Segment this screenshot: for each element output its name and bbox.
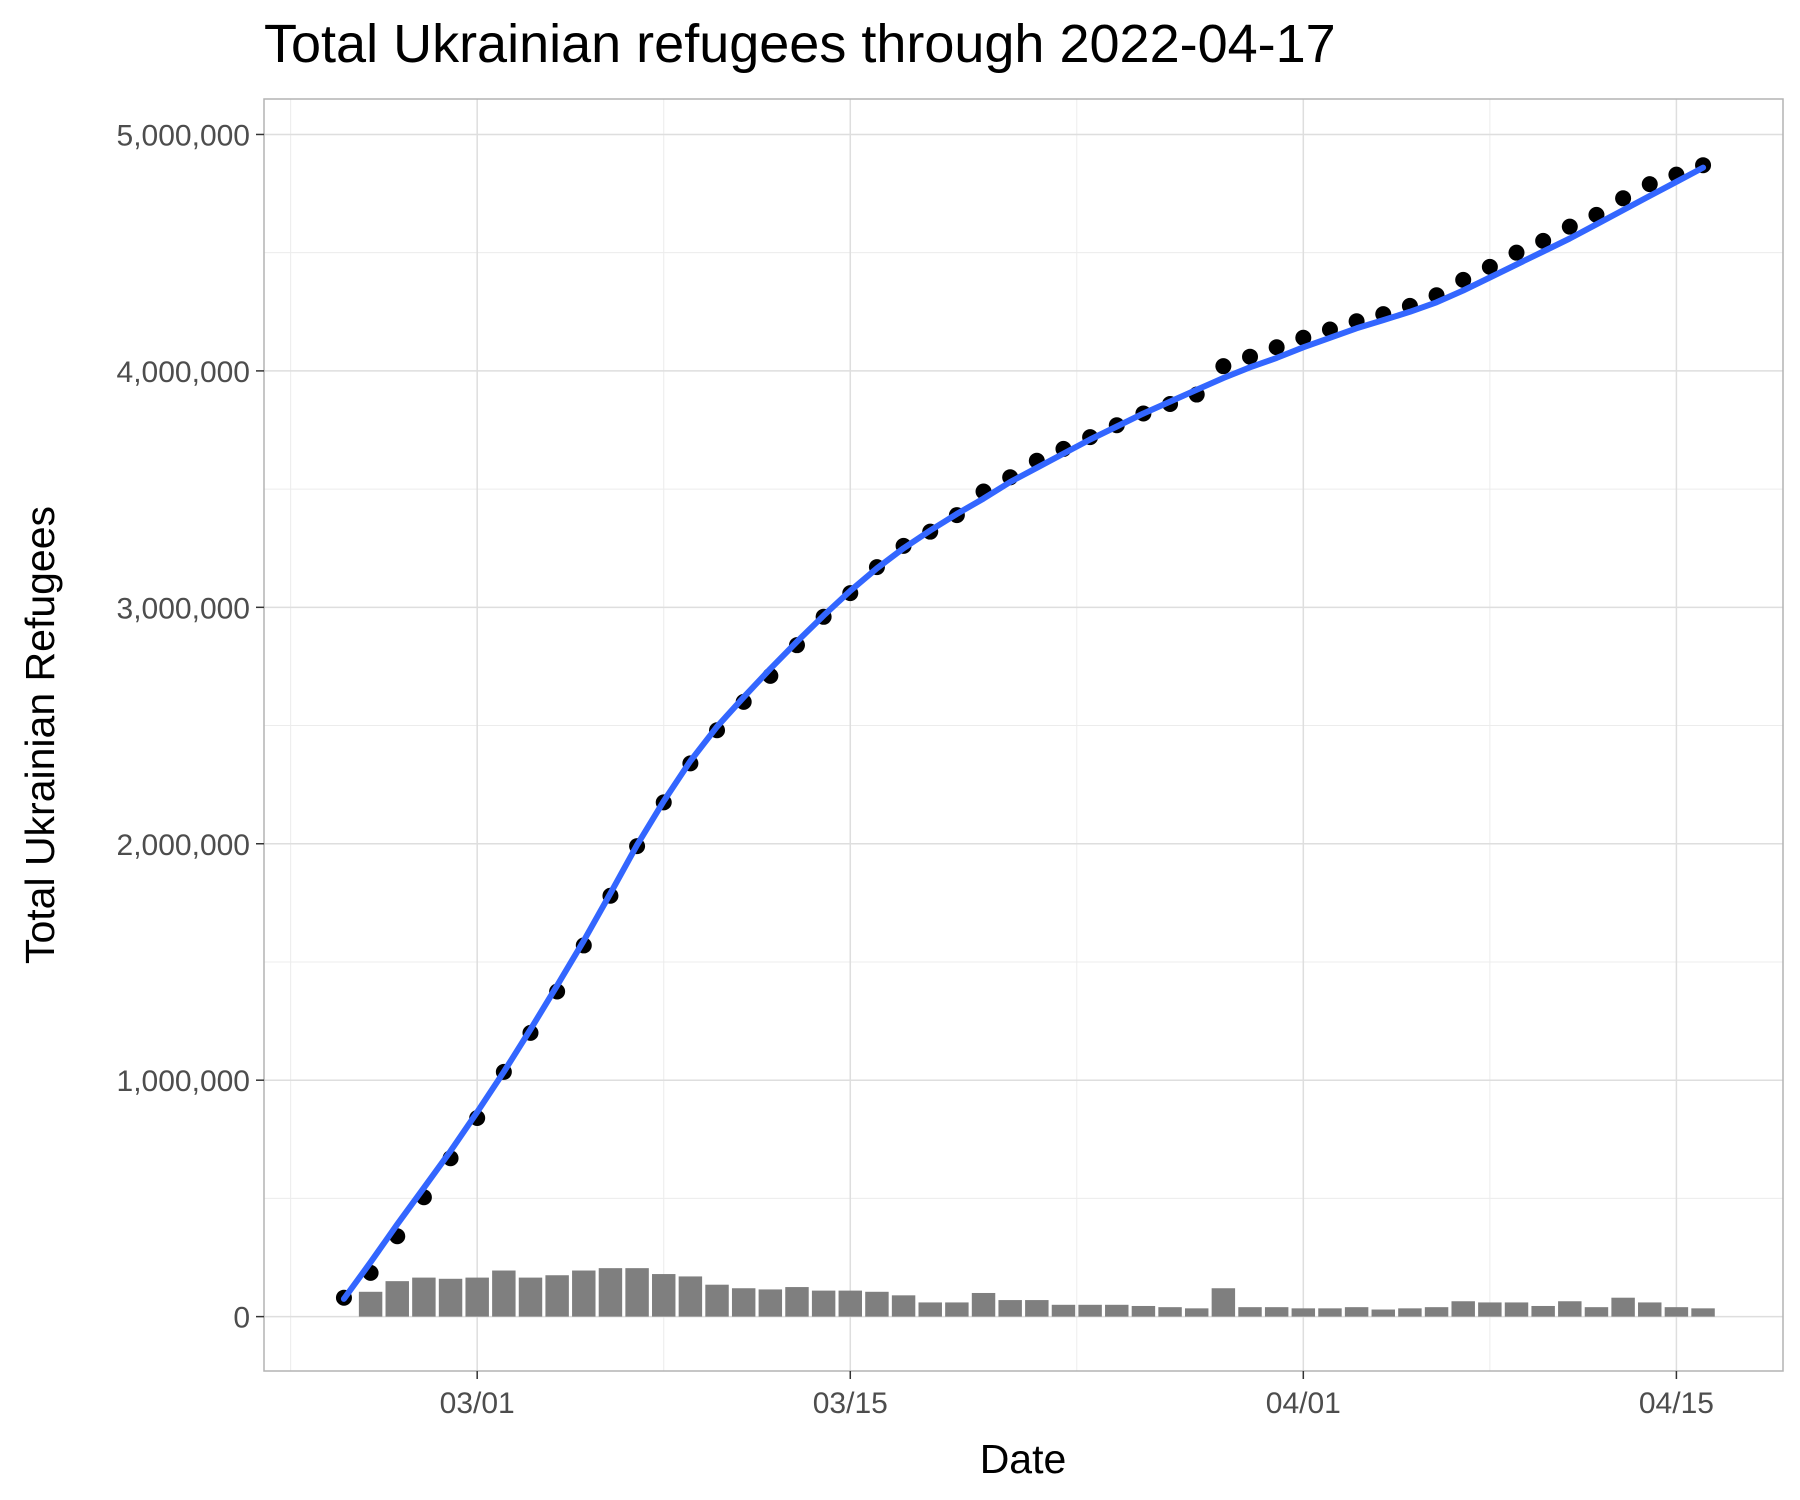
daily-bar [1318, 1308, 1342, 1317]
x-tick-label: 04/01 [1266, 1387, 1341, 1420]
daily-bar [1211, 1288, 1236, 1317]
data-point [1481, 258, 1498, 275]
chart-title: Total Ukrainian refugees through 2022-04… [264, 14, 1336, 74]
data-point [1535, 232, 1552, 249]
daily-bar [1344, 1307, 1369, 1317]
data-point [1268, 339, 1285, 356]
daily-bar [945, 1302, 969, 1317]
data-point [1242, 348, 1259, 365]
daily-bar [705, 1284, 729, 1317]
daily-bar [918, 1302, 942, 1317]
daily-bar [1424, 1307, 1449, 1317]
y-tick-label: 5,000,000 [117, 119, 250, 152]
data-point [1615, 190, 1632, 207]
daily-bar [785, 1287, 809, 1317]
daily-bar [598, 1268, 623, 1317]
daily-bar [1558, 1301, 1582, 1317]
daily-bar [1478, 1302, 1502, 1317]
trend-line-path [340, 164, 1707, 1302]
daily-bar [358, 1291, 383, 1317]
daily-bar [838, 1290, 863, 1317]
daily-bar [865, 1291, 889, 1317]
data-point [1455, 271, 1472, 288]
daily-bar [811, 1290, 836, 1317]
daily-bar [1131, 1305, 1156, 1317]
data-point [1641, 176, 1658, 193]
daily-bar [678, 1276, 703, 1317]
daily-bar [1691, 1308, 1715, 1317]
daily-bar [891, 1295, 916, 1317]
daily-bar [385, 1281, 409, 1317]
y-tick-label: 0 [233, 1302, 250, 1335]
trend-line [340, 164, 1707, 1302]
daily-bar [412, 1277, 436, 1317]
data-point [1295, 329, 1312, 346]
daily-bar [518, 1277, 543, 1317]
daily-bar [998, 1300, 1022, 1317]
x-tick-label: 03/15 [813, 1387, 888, 1420]
y-tick-label: 4,000,000 [117, 356, 250, 389]
daily-bar [545, 1275, 569, 1317]
daily-bar [625, 1268, 649, 1317]
daily-bar [1371, 1309, 1395, 1317]
daily-bar [1238, 1307, 1262, 1317]
daily-bar [1398, 1308, 1422, 1317]
daily-bar [572, 1270, 596, 1317]
x-tick-label: 04/15 [1639, 1387, 1714, 1420]
daily-bar [1051, 1304, 1076, 1317]
daily-bar [438, 1278, 463, 1317]
daily-bar [1611, 1297, 1635, 1317]
data-point [1561, 218, 1578, 235]
daily-bar [1531, 1305, 1555, 1317]
daily-bars [358, 1268, 1715, 1317]
y-tick-label: 1,000,000 [117, 1065, 250, 1098]
plot-panel-border [263, 98, 1784, 1372]
y-tick-label: 3,000,000 [117, 592, 250, 625]
y-tick-label: 2,000,000 [117, 829, 250, 862]
daily-bar [492, 1270, 516, 1317]
grid-lines [264, 99, 1783, 1371]
daily-bar [1025, 1300, 1049, 1317]
data-point [1215, 358, 1232, 375]
daily-bar [652, 1274, 676, 1317]
daily-bar [758, 1289, 783, 1317]
daily-bar [1264, 1307, 1289, 1317]
daily-bar [1664, 1307, 1689, 1317]
daily-bar [1158, 1307, 1182, 1317]
x-axis-title: Date [980, 1436, 1067, 1482]
daily-bar [1504, 1302, 1529, 1317]
x-tick-label: 03/01 [440, 1387, 515, 1420]
daily-bar [971, 1292, 996, 1317]
daily-bar [731, 1288, 756, 1317]
daily-bar [1451, 1301, 1475, 1317]
daily-bar [1291, 1308, 1316, 1317]
daily-bar [1184, 1308, 1209, 1317]
y-axis: 0 1,000,000 2,000,000 3,000,000 4,000,000 5,0… [117, 119, 264, 1335]
y-axis-title: Total Ukrainian Refugees [17, 506, 63, 964]
daily-bar [1105, 1304, 1129, 1317]
x-axis: 03/01 03/15 04/01 04/15 [440, 1371, 1714, 1420]
daily-bar [1584, 1307, 1609, 1317]
data-point [1508, 244, 1525, 261]
daily-bar [1078, 1304, 1102, 1317]
daily-bar [1638, 1302, 1662, 1317]
daily-bar [465, 1277, 489, 1317]
